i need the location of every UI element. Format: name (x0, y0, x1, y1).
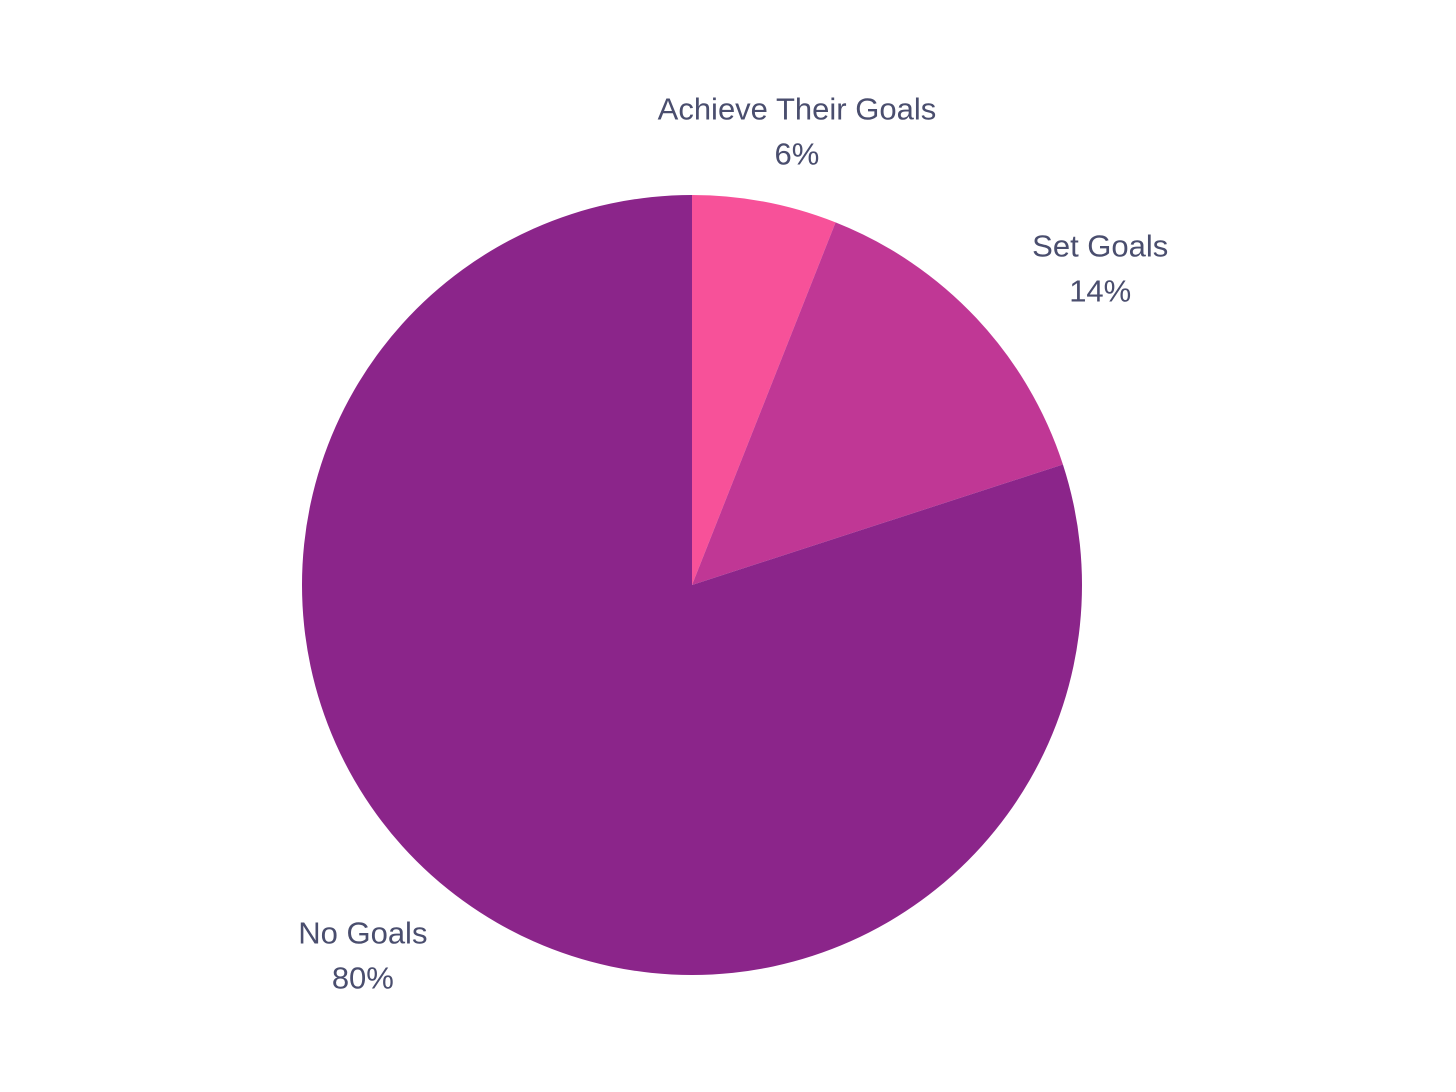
pie-slice (692, 222, 1063, 585)
slice-value-label: 6% (775, 136, 820, 171)
slice-label: Set Goals (1032, 228, 1168, 263)
slice-value-label: 14% (1069, 273, 1131, 308)
slice-label: Achieve Their Goals (658, 91, 937, 126)
pie-slice (692, 195, 836, 585)
slice-value-label: 80% (332, 960, 394, 995)
pie-slice (301, 195, 1082, 975)
slice-label: No Goals (298, 915, 427, 950)
